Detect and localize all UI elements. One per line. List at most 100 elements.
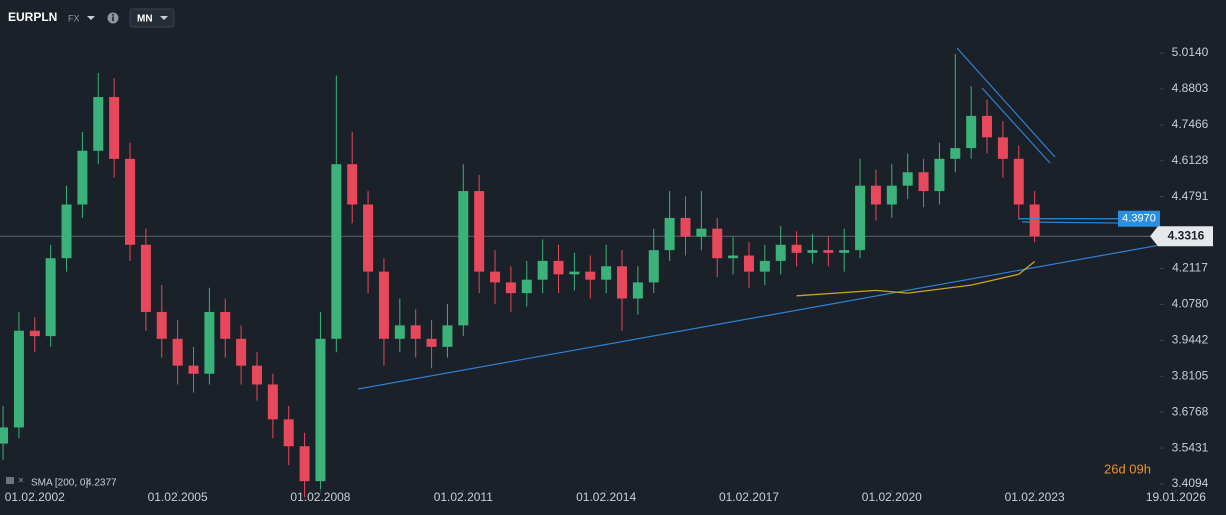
candle-body xyxy=(156,311,167,339)
y-tick-label: 3.6768 xyxy=(1172,404,1209,418)
candle-body xyxy=(997,137,1008,159)
candle-body xyxy=(775,244,786,261)
candle-body xyxy=(982,115,993,138)
candle-body xyxy=(617,266,628,299)
candle-body xyxy=(61,204,72,259)
candle-body xyxy=(204,311,215,374)
candle-body xyxy=(267,384,278,420)
candle-body xyxy=(394,325,405,339)
symbol-dropdown[interactable] xyxy=(87,16,95,20)
symbol[interactable]: EURPLN xyxy=(8,10,57,24)
candle-body xyxy=(347,164,358,205)
indicator-name: SMA [200, 0] xyxy=(31,478,88,489)
candle-body xyxy=(886,185,897,205)
x-tick-label: 19.01.2026 xyxy=(1146,490,1206,504)
candle-body xyxy=(521,279,532,294)
candle-body xyxy=(109,97,120,159)
candle-body xyxy=(664,217,675,251)
level-label: 4.3970 xyxy=(1122,213,1156,225)
current-price-label: 4.3316 xyxy=(1168,228,1205,242)
candle-body xyxy=(1029,204,1040,237)
interval-dropdown[interactable] xyxy=(160,16,168,20)
y-tick-label: 3.4094 xyxy=(1172,476,1209,490)
candle-body xyxy=(125,158,136,245)
y-tick-label: 4.2117 xyxy=(1172,261,1208,275)
candle-body xyxy=(490,271,501,283)
candle-body xyxy=(77,150,88,205)
candle-body xyxy=(29,330,40,337)
indicator-close[interactable]: × xyxy=(18,476,24,487)
candle-body xyxy=(759,260,770,272)
indicator-icon[interactable] xyxy=(6,477,14,484)
x-tick-label: 01.02.2008 xyxy=(290,490,350,504)
candle-body xyxy=(45,258,56,337)
market: FX xyxy=(68,13,80,23)
candle-body xyxy=(426,338,437,347)
interval-select[interactable] xyxy=(129,8,175,28)
countdown: 26d 09h xyxy=(1104,461,1151,476)
candle-body xyxy=(934,158,945,192)
candle-body xyxy=(823,250,834,253)
x-tick-label: 01.02.2020 xyxy=(862,490,922,504)
level-label-box xyxy=(1118,210,1160,227)
x-tick-label: 01.02.2014 xyxy=(576,490,636,504)
info-icon-dot xyxy=(112,14,114,16)
candle-body xyxy=(378,271,389,339)
candle-body xyxy=(855,185,866,251)
candle-body xyxy=(537,260,548,280)
candle-body xyxy=(585,271,596,280)
candle-body xyxy=(680,217,691,237)
y-tick-label: 3.8105 xyxy=(1172,368,1209,382)
candle-body xyxy=(839,250,850,253)
y-tick-label: 4.0780 xyxy=(1172,297,1209,311)
trend-line[interactable] xyxy=(956,47,1056,158)
candle-body xyxy=(950,148,961,159)
candle-body xyxy=(315,338,326,482)
candle-body xyxy=(220,311,231,339)
x-tick-label: 01.02.2023 xyxy=(1005,490,1065,504)
candle-body xyxy=(458,191,469,326)
candle-body xyxy=(0,427,9,444)
plot-area xyxy=(0,54,1160,498)
indicator-line xyxy=(796,260,1036,297)
candle-body xyxy=(728,255,739,259)
y-tick-label: 4.4791 xyxy=(1172,189,1209,203)
current-price-box xyxy=(1150,226,1213,247)
candle-body xyxy=(251,365,262,385)
x-tick-label: 01.02.2005 xyxy=(148,490,208,504)
y-tick-label: 4.8803 xyxy=(1172,81,1209,95)
x-tick-label: 01.02.2002 xyxy=(5,490,65,504)
candle-body xyxy=(632,282,643,299)
candle-body xyxy=(363,204,374,272)
candle-body xyxy=(743,255,754,272)
candle-body xyxy=(902,172,913,186)
y-tick-label: 4.7466 xyxy=(1172,117,1209,131)
candle-body xyxy=(696,228,707,237)
candle-body xyxy=(553,260,564,275)
candle-body xyxy=(283,419,294,447)
y-tick-label: 5.0140 xyxy=(1172,45,1209,59)
candle-body xyxy=(601,266,612,280)
candle-body xyxy=(1013,158,1024,205)
trend-line[interactable] xyxy=(981,87,1051,164)
x-tick-label: 01.02.2017 xyxy=(719,490,779,504)
candle-body xyxy=(331,164,342,339)
y-tick-label: 4.6128 xyxy=(1172,153,1209,167)
candle-body xyxy=(870,185,881,205)
interval: MN xyxy=(137,14,153,25)
candle-body xyxy=(236,338,247,366)
candle-body xyxy=(442,325,453,347)
candle-body xyxy=(474,191,485,272)
candle-body xyxy=(410,325,421,339)
candle-body xyxy=(712,228,723,259)
candle-body xyxy=(791,244,802,253)
candle-body xyxy=(966,115,977,149)
candle-body xyxy=(505,282,516,294)
x-tick-label: 01.02.2011 xyxy=(434,490,493,504)
candle-body xyxy=(569,271,580,275)
y-tick-label: 3.9442 xyxy=(1172,333,1209,347)
candle-body xyxy=(93,97,104,151)
candle-body xyxy=(188,365,199,374)
